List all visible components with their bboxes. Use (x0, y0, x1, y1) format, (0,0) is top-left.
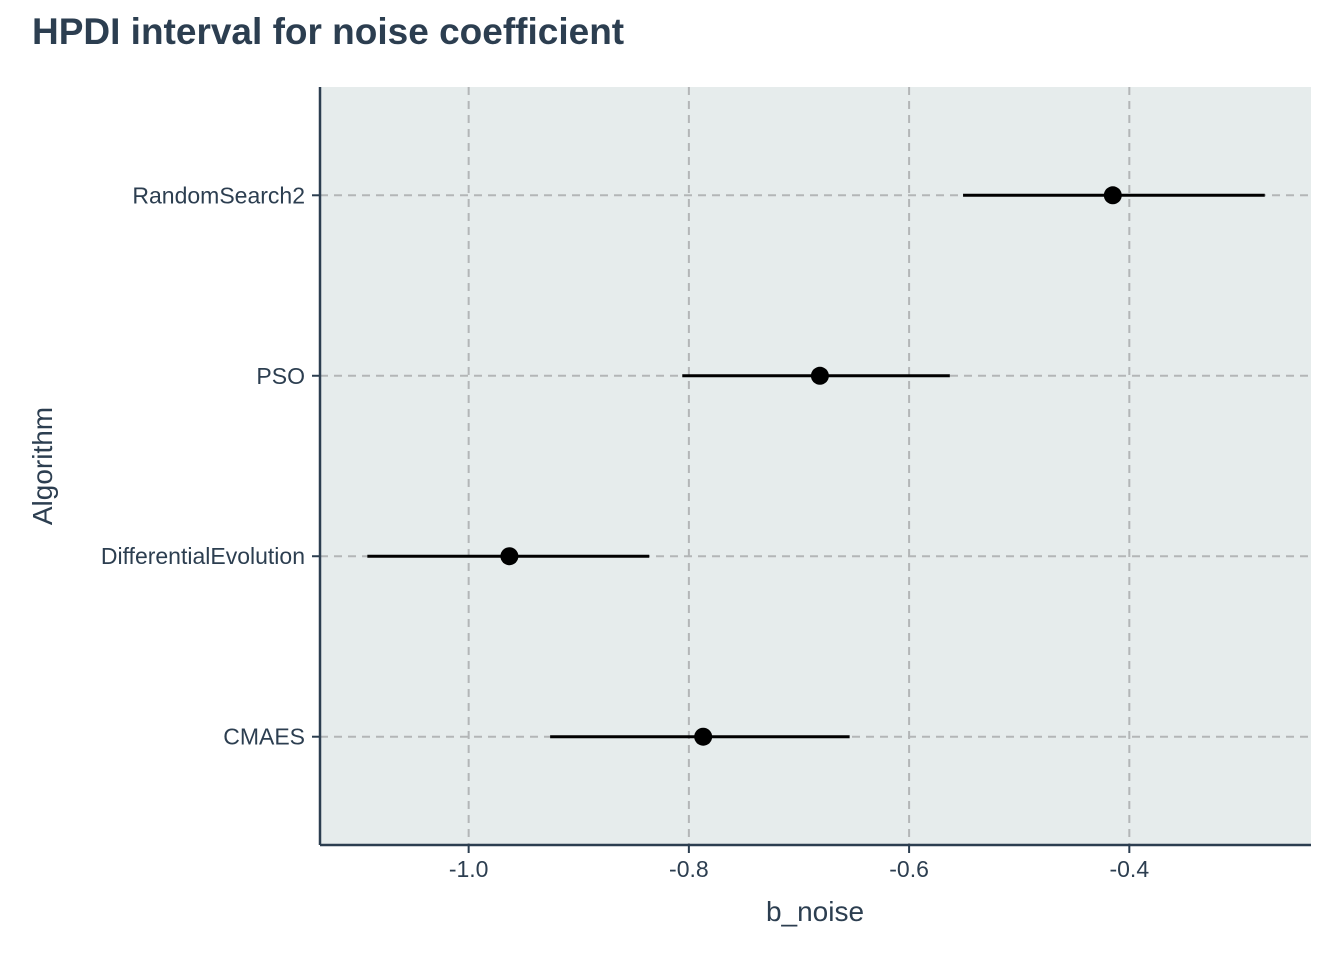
mean-point (500, 547, 519, 566)
mean-point (694, 727, 713, 746)
y-tick-label: PSO (256, 363, 305, 389)
mean-point (1103, 186, 1122, 205)
x-tick-label: -0.4 (1109, 856, 1149, 882)
y-tick-label: CMAES (223, 724, 305, 750)
x-tick-label: -0.6 (889, 856, 929, 882)
data-marks (367, 186, 1265, 746)
x-tick-label: -0.8 (669, 856, 709, 882)
chart-title: HPDI interval for noise coefficient (32, 11, 624, 52)
y-axis: CMAES DifferentialEvolution PSO RandomSearc… (101, 182, 320, 750)
y-tick-label: RandomSearch2 (132, 182, 305, 208)
x-axis: -1.0 -0.8 -0.6 -0.4 (449, 845, 1149, 882)
y-tick-label: DifferentialEvolution (101, 543, 305, 569)
y-axis-title: Algorithm (27, 407, 58, 525)
x-axis-title: b_noise (766, 896, 864, 927)
plot-panel (320, 87, 1311, 845)
x-tick-label: -1.0 (449, 856, 489, 882)
mean-point (810, 366, 829, 385)
